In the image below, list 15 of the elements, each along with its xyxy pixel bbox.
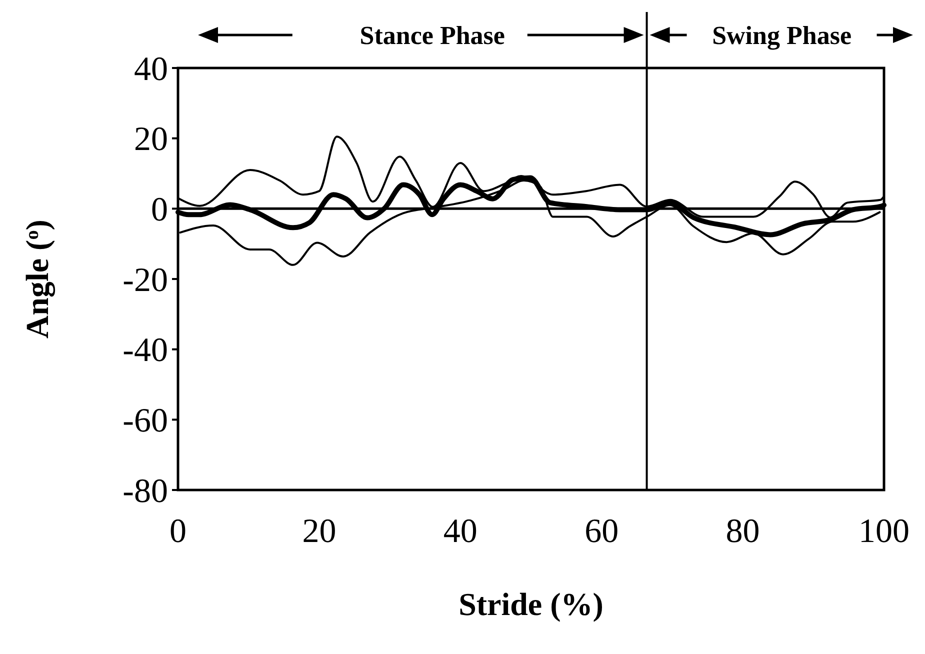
y-tick-label: -80 [122, 472, 168, 510]
x-tick-label: 40 [443, 513, 478, 550]
y-tick-label: -20 [122, 262, 168, 299]
x-tick-label: 60 [584, 513, 619, 550]
y-tick-label: -60 [122, 402, 168, 440]
x-tick-label: 20 [302, 513, 336, 550]
text: Swing Phase [712, 21, 852, 50]
x-tick-label: 100 [858, 513, 910, 550]
y-tick-label: -40 [122, 332, 168, 370]
text: Stance Phase [360, 21, 505, 50]
y-tick-label: 40 [134, 50, 168, 88]
x-axis-title: Stride (%) [458, 586, 604, 622]
y-tick-label: 0 [151, 192, 168, 229]
x-tick-label: 80 [726, 513, 760, 550]
y-tick-label: 20 [134, 121, 168, 158]
